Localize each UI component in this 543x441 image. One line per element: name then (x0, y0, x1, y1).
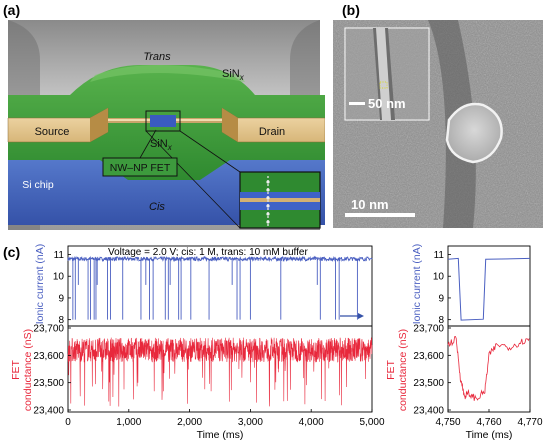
nanopore (150, 115, 176, 127)
ytick-label-main-bottom: 23,400 (33, 406, 64, 417)
ylabel-fet-zoom-1: FET (385, 360, 397, 380)
xtick-label-main: 0 (65, 417, 71, 428)
panel-b: (b) 50 nm 10 nm (330, 0, 543, 230)
xtick-label-zoom: 4,760 (476, 417, 501, 428)
ytick-label-zoom-bottom: 23,400 (413, 406, 444, 417)
ytick-label-main-bottom: 23,600 (33, 351, 64, 362)
xtick-label-main: 4,000 (299, 417, 324, 428)
xtick-label-zoom: 4,750 (435, 417, 460, 428)
ytick-label-zoom-top: 9 (438, 293, 444, 304)
xlabel-zoom: Time (ms) (466, 429, 513, 441)
xtick-label-zoom: 4,770 (517, 417, 542, 428)
tem-image: 50 nm 10 nm (333, 20, 543, 228)
inset-scale-label: 50 nm (368, 96, 406, 111)
zoom-arrow-head (358, 313, 364, 319)
ylabel-fet-main-2: conductance (nS) (22, 329, 34, 411)
ytick-label-main-top: 10 (53, 272, 65, 283)
ionic-zoom-line (447, 257, 531, 321)
ytick-label-zoom-bottom: 23,600 (413, 351, 444, 362)
ylabel-ionic-main: Ionic current (nA) (34, 244, 46, 325)
panel-c-label: (c) (3, 244, 21, 260)
tem-inset (344, 27, 430, 121)
nanoparticle (445, 102, 503, 164)
fet-zoom-line (447, 336, 530, 401)
main-scale-label: 10 nm (351, 197, 389, 212)
xtick-label-main: 1,000 (116, 417, 141, 428)
inset-scale-bar (349, 102, 365, 105)
panel-a: (a) (0, 0, 325, 230)
ylabel-fet-main-1: FET (10, 360, 22, 380)
ytick-label-main-bottom: 23,500 (33, 378, 64, 389)
ylabel-ionic-zoom: Ionic current (nA) (411, 244, 423, 325)
fet-conductance-trace-main (67, 337, 373, 407)
si-chip-label: Si chip (22, 179, 54, 191)
ytick-label-main-top: 11 (54, 250, 65, 261)
xtick-label-main: 2,000 (177, 417, 202, 428)
ylabel-fet-zoom-2: conductance (nS) (397, 329, 409, 411)
cis-label: Cis (149, 201, 165, 213)
main-plot-frame (67, 245, 373, 413)
panel-b-label: (b) (342, 2, 360, 18)
sinx-mid-label: SiNx (150, 138, 173, 152)
fet-conductance-trace-zoom (447, 336, 530, 401)
ionic-current-trace-main (67, 255, 373, 320)
ytick-label-zoom-top: 8 (438, 315, 444, 326)
ytick-label-zoom-bottom: 23,500 (413, 378, 444, 389)
xtick-label-main: 3,000 (238, 417, 263, 428)
ionic-baseline (67, 255, 373, 263)
ytick-label-main-bottom: 23,700 (33, 324, 64, 335)
xlabel-main: Time (ms) (197, 429, 244, 441)
zoom-inset (239, 171, 321, 229)
main-scale-bar (345, 213, 415, 217)
voltage-annotation: Voltage = 2.0 V; cis: 1 M, trans: 10 mM … (108, 247, 308, 258)
ytick-label-zoom-top: 10 (433, 272, 445, 283)
device-schematic: NW–NP FET Trans SiNx SiNx Source Drain S… (7, 20, 325, 230)
trans-label: Trans (143, 51, 171, 63)
fet-label: NW–NP FET (110, 162, 171, 174)
fet-trace (67, 337, 373, 407)
zoom-box-small (145, 110, 181, 132)
ytick-label-main-top: 8 (58, 315, 64, 326)
ytick-label-zoom-top: 11 (434, 250, 445, 261)
sinx-top-label: SiNx (222, 68, 245, 82)
source-label: Source (35, 126, 70, 138)
panel-a-label: (a) (3, 2, 21, 18)
ionic-current-trace-zoom (447, 257, 531, 321)
zoom-plot-frame (447, 245, 531, 413)
ytick-label-zoom-bottom: 23,700 (413, 324, 444, 335)
xtick-label-main: 5,000 (359, 417, 384, 428)
drain-label: Drain (259, 126, 285, 138)
ytick-label-main-top: 9 (58, 293, 64, 304)
